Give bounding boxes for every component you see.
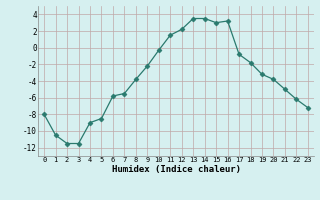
X-axis label: Humidex (Indice chaleur): Humidex (Indice chaleur) — [111, 165, 241, 174]
